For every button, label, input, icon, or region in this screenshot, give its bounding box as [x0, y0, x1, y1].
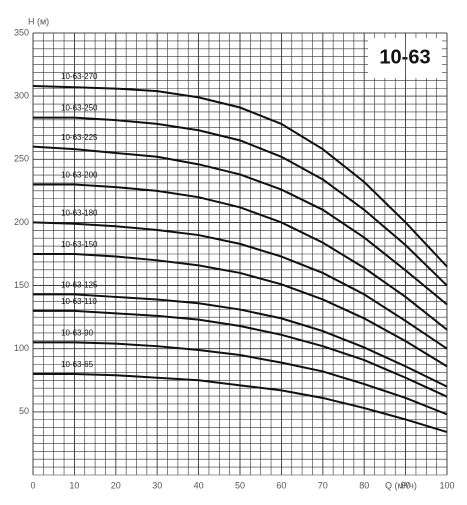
curve-label: 10-63-180	[61, 209, 98, 218]
curve	[33, 293, 448, 388]
curve-label: 10-63-200	[61, 171, 98, 180]
curve-label: 10-63-225	[61, 133, 98, 142]
y-tick-label: 50	[19, 406, 29, 416]
curve-label: 10-63-150	[61, 240, 98, 249]
y-tick-label: 300	[14, 91, 29, 101]
x-tick-label: 10	[69, 480, 79, 490]
y-tick-label: 200	[14, 217, 29, 227]
curve	[33, 116, 448, 287]
y-tick-label: 150	[14, 280, 29, 290]
curve-label: 10-63-250	[61, 104, 98, 113]
curve	[33, 341, 448, 416]
curve	[32, 85, 448, 268]
curve-label: 10-63-125	[61, 281, 98, 290]
curve-label: 10-63-270	[61, 72, 98, 81]
x-tick-label: 80	[359, 480, 369, 490]
curve	[33, 183, 448, 331]
x-tick-label: 20	[111, 480, 121, 490]
x-axis-label: Q (м³/ч)	[385, 480, 417, 490]
curve	[33, 253, 448, 368]
x-tick-label: 50	[235, 480, 245, 490]
curve-label: 10-63-65	[61, 360, 94, 369]
curve-label: 10-63-90	[61, 329, 94, 338]
x-tick-label: 70	[318, 480, 328, 490]
x-tick-label: 60	[276, 480, 286, 490]
y-axis-label: H (м)	[28, 16, 49, 26]
curve-label: 10-63-110	[61, 297, 97, 306]
x-tick-label: 100	[439, 480, 454, 490]
curve	[32, 145, 448, 306]
y-tick-label: 100	[14, 343, 29, 353]
x-tick-label: 40	[194, 480, 204, 490]
y-tick-label: 250	[14, 154, 29, 164]
curve	[33, 372, 448, 434]
x-tick-label: 90	[401, 480, 411, 490]
y-tick-label: 350	[14, 27, 29, 37]
curve	[33, 309, 448, 398]
box	[368, 38, 442, 78]
x-tick-label: 0	[30, 480, 35, 490]
box-label: 10-63	[379, 46, 430, 68]
curve	[32, 221, 448, 350]
x-tick-label: 30	[152, 480, 162, 490]
